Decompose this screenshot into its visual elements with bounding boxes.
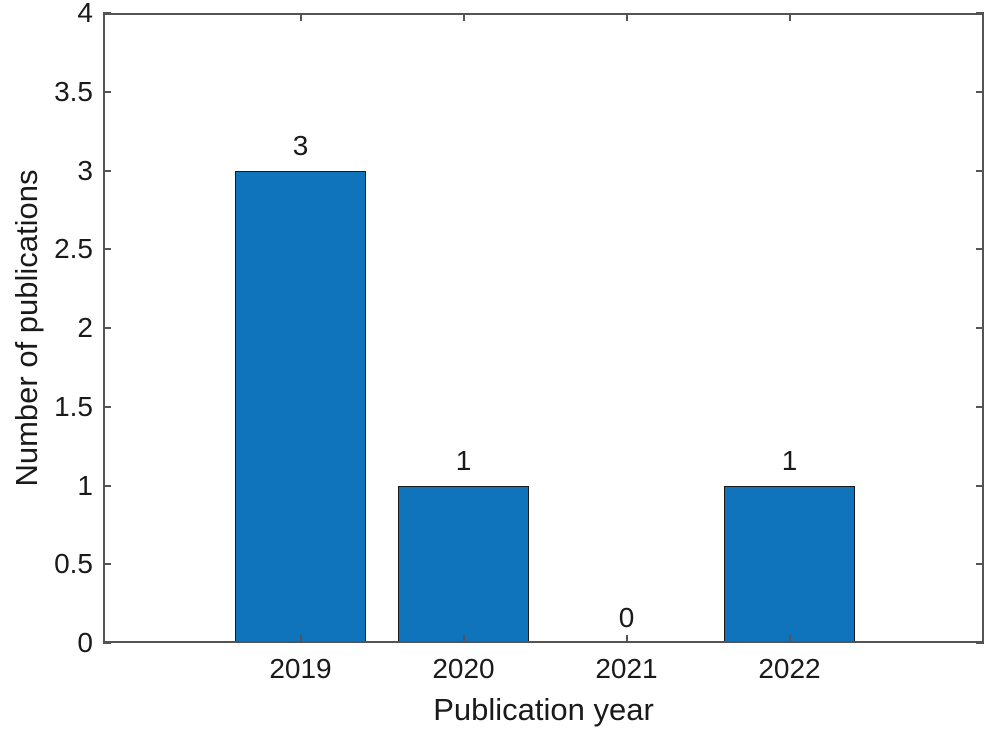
bar-value-label-2019: 3 bbox=[292, 129, 309, 161]
y-tick-label: 2.5 bbox=[54, 233, 93, 265]
y-tick-mark-left bbox=[103, 248, 111, 251]
bar-value-label-2022: 1 bbox=[781, 444, 798, 476]
bar-2020 bbox=[398, 485, 529, 643]
x-tick-mark-top bbox=[788, 13, 791, 21]
y-tick-mark-left bbox=[103, 169, 111, 172]
x-tick-label-2021: 2021 bbox=[595, 653, 658, 684]
y-tick-mark-left bbox=[103, 405, 111, 408]
bar-2022 bbox=[724, 485, 855, 643]
x-tick-mark-top bbox=[462, 13, 465, 21]
y-tick-mark-left bbox=[103, 642, 111, 644]
x-tick-mark-bottom bbox=[299, 635, 302, 643]
y-tick-mark-right bbox=[976, 90, 984, 93]
y-tick-mark-left bbox=[103, 327, 111, 329]
y-tick-label: 4 bbox=[77, 0, 93, 28]
y-tick-mark-right bbox=[976, 405, 984, 408]
y-tick-mark-right bbox=[976, 563, 984, 566]
y-tick-mark-right bbox=[976, 12, 984, 14]
y-tick-mark-right bbox=[976, 248, 984, 251]
bar-value-label-2020: 1 bbox=[455, 444, 472, 476]
x-tick-mark-top bbox=[625, 13, 628, 21]
y-tick-mark-right bbox=[976, 169, 984, 172]
x-tick-label-2020: 2020 bbox=[432, 653, 495, 684]
x-axis-label: Publication year bbox=[433, 692, 654, 727]
y-tick-label: 3.5 bbox=[54, 75, 93, 107]
y-tick-label: 0 bbox=[77, 627, 93, 658]
y-tick-mark-left bbox=[103, 563, 111, 566]
y-tick-label: 1.5 bbox=[54, 390, 93, 422]
x-tick-mark-bottom bbox=[625, 635, 628, 643]
y-tick-mark-right bbox=[976, 484, 984, 487]
y-tick-label: 0.5 bbox=[54, 548, 93, 580]
y-tick-mark-right bbox=[976, 327, 984, 329]
y-tick-label: 3 bbox=[77, 154, 93, 186]
y-tick-mark-left bbox=[103, 12, 111, 14]
bar-value-label-2021: 0 bbox=[618, 602, 635, 633]
x-tick-mark-bottom bbox=[788, 635, 791, 643]
plot-area: 3 1 0 1 bbox=[103, 12, 984, 644]
y-tick-mark-right bbox=[976, 642, 984, 644]
y-tick-label: 2 bbox=[77, 312, 93, 343]
y-tick-label: 1 bbox=[77, 469, 93, 501]
x-tick-mark-bottom bbox=[462, 635, 465, 643]
x-tick-mark-top bbox=[299, 13, 302, 21]
y-tick-mark-left bbox=[103, 90, 111, 93]
bar-2019 bbox=[235, 170, 366, 643]
x-tick-label-2019: 2019 bbox=[269, 653, 332, 684]
y-tick-mark-left bbox=[103, 484, 111, 487]
x-tick-label-2022: 2022 bbox=[758, 653, 821, 684]
